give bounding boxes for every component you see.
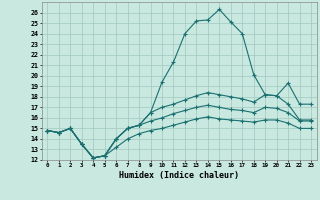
- X-axis label: Humidex (Indice chaleur): Humidex (Indice chaleur): [119, 171, 239, 180]
